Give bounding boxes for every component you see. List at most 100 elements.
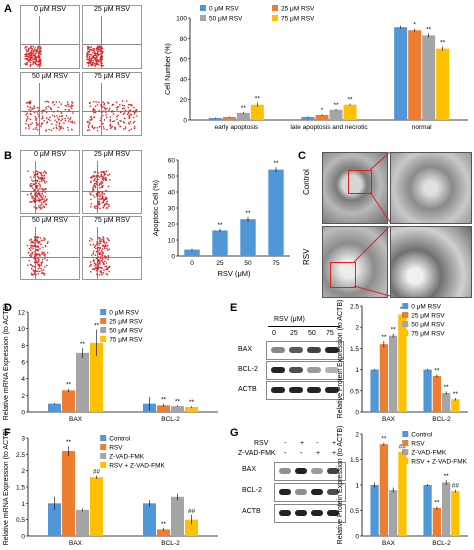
flow-dot bbox=[34, 180, 36, 182]
flow-dot bbox=[31, 241, 34, 244]
flow-dot bbox=[96, 126, 99, 129]
flow-dot bbox=[132, 116, 135, 119]
bar bbox=[185, 407, 198, 412]
row-label: BAX bbox=[238, 346, 253, 353]
y-tick-label: 0 bbox=[21, 534, 25, 541]
flow-dot bbox=[121, 107, 124, 110]
flow-dot bbox=[37, 267, 40, 270]
flow-dot bbox=[95, 269, 98, 272]
flow-dot bbox=[95, 101, 97, 103]
flow-dot bbox=[36, 257, 39, 260]
flow-dot bbox=[86, 51, 89, 53]
flow-dot bbox=[40, 262, 43, 265]
significance-label: ** bbox=[189, 399, 195, 406]
flow-dot bbox=[41, 272, 44, 274]
flow-dot bbox=[96, 195, 99, 197]
y-tick-label: 0.5 bbox=[350, 388, 359, 395]
flow-dot bbox=[37, 176, 40, 179]
flow-dot bbox=[90, 119, 92, 121]
flow-dot bbox=[95, 192, 98, 195]
flow-dot bbox=[26, 61, 28, 64]
flow-dot bbox=[102, 237, 105, 239]
flow-dot bbox=[97, 266, 100, 269]
flow-dot bbox=[24, 63, 27, 66]
flow-dot bbox=[94, 245, 97, 247]
y-axis-label: Relative Protein Expression (to ACTB) bbox=[337, 300, 344, 419]
flow-dot bbox=[87, 121, 89, 124]
lane-label: 25 bbox=[290, 330, 298, 337]
bar bbox=[208, 117, 222, 120]
flow-dot bbox=[92, 62, 95, 64]
flow-dot bbox=[106, 241, 108, 244]
flow-dot bbox=[46, 100, 48, 103]
y-tick-label: 100 bbox=[176, 16, 187, 23]
flow-dot bbox=[93, 196, 96, 198]
bar bbox=[408, 30, 422, 121]
flow-dot bbox=[96, 207, 99, 210]
flow-plot-a-75: 75 μM RSV bbox=[82, 72, 142, 136]
flow-dot bbox=[133, 106, 135, 109]
flow-dot bbox=[28, 127, 30, 129]
significance-label: ** bbox=[66, 382, 72, 389]
y-tick-label: 8 bbox=[21, 343, 25, 350]
flow-dot bbox=[136, 115, 138, 117]
flow-dot bbox=[71, 120, 74, 123]
flow-dot bbox=[96, 45, 99, 47]
flow-dot bbox=[116, 118, 118, 120]
flow-dot bbox=[102, 101, 104, 104]
flow-dot bbox=[109, 124, 112, 127]
flow-dot bbox=[101, 245, 104, 247]
bar bbox=[250, 104, 264, 120]
x-tick-label: BAX bbox=[382, 540, 396, 547]
significance-label: ** bbox=[440, 40, 446, 47]
legend-swatch bbox=[272, 15, 278, 21]
flow-dot bbox=[101, 47, 104, 50]
x-tick-label: early apoptosis bbox=[214, 124, 258, 131]
legend-swatch bbox=[100, 462, 107, 468]
flow-dot bbox=[108, 173, 111, 176]
flow-dot bbox=[128, 103, 130, 106]
flow-dot bbox=[122, 113, 125, 116]
flow-dot bbox=[37, 109, 40, 112]
flow-dot bbox=[97, 174, 99, 177]
flow-dot bbox=[124, 127, 127, 130]
bar bbox=[268, 169, 284, 256]
flow-dot bbox=[101, 197, 104, 199]
y-axis-label: Relative mRNA Expression (to ACTB) bbox=[3, 304, 10, 421]
flow-dot bbox=[66, 126, 69, 129]
flow-dot bbox=[43, 119, 45, 122]
flow-dot bbox=[101, 258, 104, 261]
flow-dot bbox=[103, 170, 105, 173]
flow-dot bbox=[106, 107, 108, 110]
flow-dot bbox=[35, 262, 38, 264]
flow-dot bbox=[101, 253, 103, 256]
flow-dot bbox=[39, 46, 42, 48]
flow-dot bbox=[107, 249, 109, 252]
panel-label-a: A bbox=[4, 3, 12, 15]
flow-dot bbox=[30, 244, 33, 247]
flow-dot bbox=[92, 243, 95, 246]
blot-strip-bax bbox=[266, 341, 344, 360]
flow-dot bbox=[70, 128, 73, 131]
flow-dot bbox=[36, 106, 39, 109]
flow-dot bbox=[86, 47, 89, 49]
flow-dot bbox=[31, 122, 34, 124]
flow-dot bbox=[98, 64, 100, 66]
flow-dot bbox=[107, 255, 110, 258]
flow-dot bbox=[31, 108, 33, 111]
flow-dot bbox=[94, 263, 96, 265]
flow-dot bbox=[43, 174, 45, 176]
significance-label: ** bbox=[245, 210, 251, 217]
flow-dot bbox=[31, 197, 34, 200]
flow-dot bbox=[37, 261, 40, 263]
flow-dot bbox=[58, 115, 61, 118]
flow-dot bbox=[96, 261, 99, 264]
flow-dot bbox=[57, 106, 60, 109]
flow-dot bbox=[34, 193, 37, 195]
flow-dot bbox=[65, 114, 68, 117]
flow-dot bbox=[24, 110, 26, 113]
flow-dot bbox=[106, 244, 109, 247]
legend-swatch bbox=[402, 431, 409, 437]
flow-plot-b-25: 25 μM RSV bbox=[82, 150, 142, 214]
flow-dot bbox=[35, 119, 38, 121]
